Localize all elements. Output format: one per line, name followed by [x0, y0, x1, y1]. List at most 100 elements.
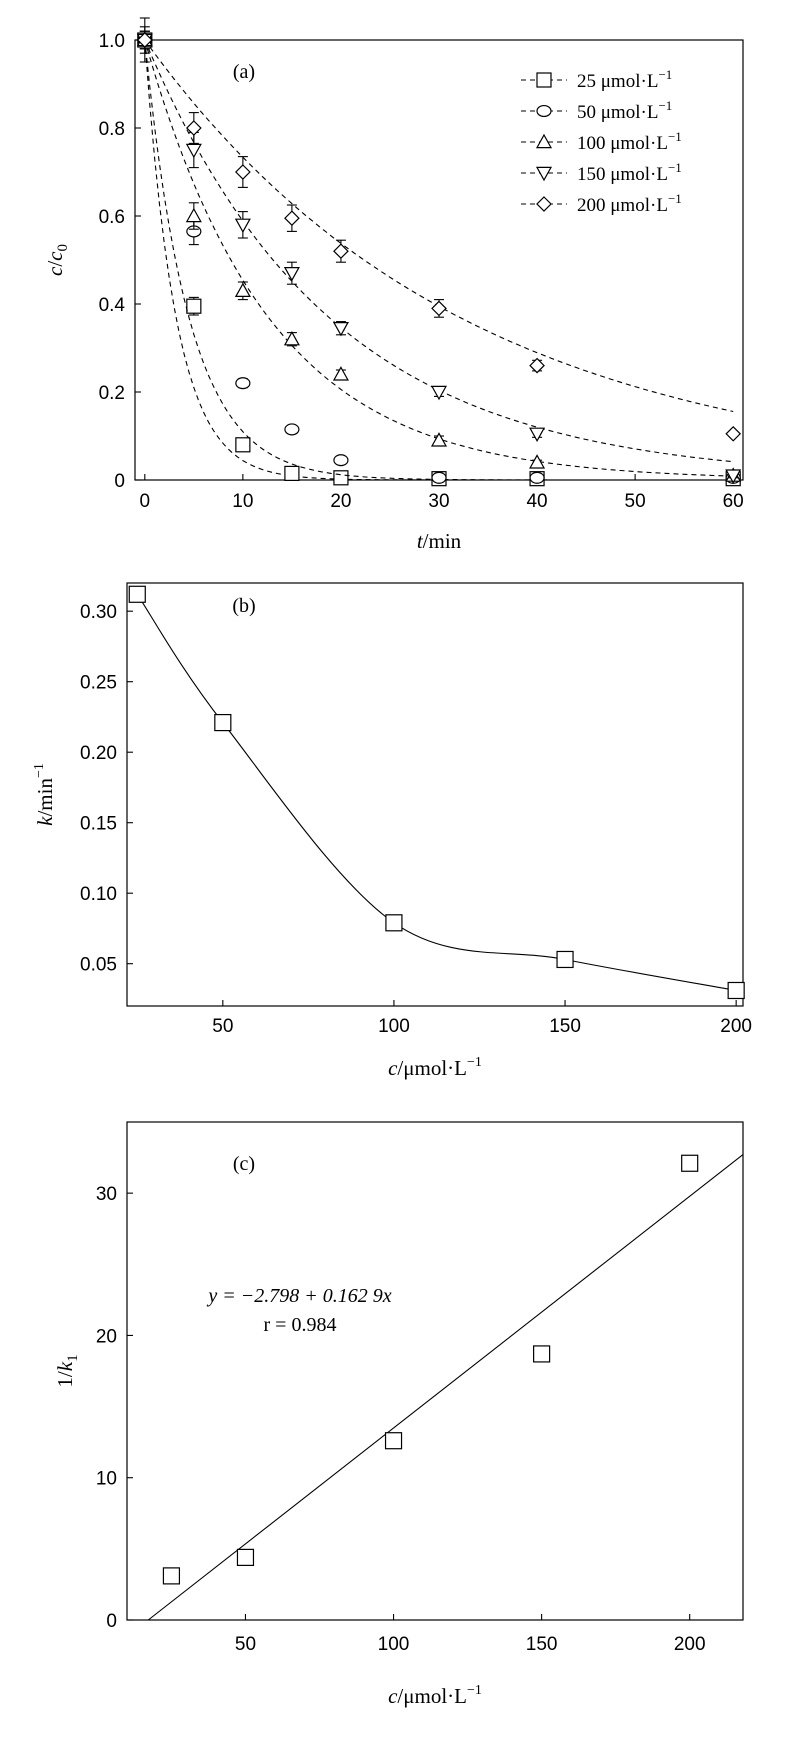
- correlation-coefficient: r = 0.984: [264, 1314, 337, 1336]
- fit-curve: [144, 39, 734, 413]
- x-axis-label: c/μmol·L−1: [388, 1055, 482, 1080]
- x-tick-label: 20: [330, 491, 351, 512]
- data-point: [185, 120, 202, 136]
- data-point: [529, 357, 545, 374]
- data-point: [283, 267, 300, 282]
- x-axis-label: t/min: [417, 529, 462, 553]
- x-tick-label: 150: [549, 1016, 581, 1037]
- series-4: [136, 30, 742, 484]
- x-axis-label: c/μmol·L−1: [388, 1683, 482, 1708]
- x-tick-label: 60: [723, 491, 744, 512]
- y-tick-label: 0.25: [80, 673, 117, 694]
- data-point: [284, 465, 300, 481]
- data-point: [284, 423, 300, 436]
- panel-b: 50 100 150 200 0.05 0.10 0.15 0.20 0.25 0.30 c/μmo…: [32, 582, 752, 1080]
- x-tick-label: 150: [526, 1634, 558, 1655]
- data-point: [725, 425, 742, 442]
- data-point: [162, 1567, 181, 1585]
- data-point: [333, 243, 349, 260]
- data-point: [384, 1432, 403, 1450]
- data-point: [725, 469, 742, 484]
- legend: 25 μmol·L−1 50 μmol·L−1 100 μmol·L−1 150 μm…: [521, 67, 682, 216]
- x-tick-label: 40: [526, 491, 547, 512]
- data-point: [333, 470, 349, 486]
- data-point: [430, 385, 448, 401]
- legend-label: 200 μmol·L−1: [577, 191, 682, 216]
- legend-marker: [536, 196, 552, 212]
- legend-label: 25 μmol·L−1: [577, 67, 672, 92]
- y-axis-label: c/c0: [43, 244, 71, 276]
- panel-b-frame: [126, 582, 744, 1007]
- data-point: [186, 298, 202, 314]
- data-point: [283, 330, 300, 346]
- data-point: [333, 454, 349, 467]
- data-point: [533, 1345, 551, 1363]
- series-3: [136, 30, 742, 482]
- legend-marker: [536, 104, 552, 118]
- x-tick-label: 0: [140, 491, 151, 512]
- data-point: [128, 585, 146, 603]
- fit-line: [147, 1154, 744, 1621]
- legend-marker: [536, 72, 552, 88]
- legend-marker: [535, 133, 553, 149]
- x-tick-label: 50: [212, 1016, 233, 1037]
- data-point: [332, 322, 349, 337]
- data-point: [727, 981, 745, 1000]
- y-tick-label: 0.10: [80, 884, 117, 905]
- data-point: [234, 218, 251, 234]
- panel-c: 50 100 150 200 0 10 20 30 c/μmol·L−1 1/k1 (c) y = −…: [53, 1121, 744, 1708]
- legend-label: 100 μmol·L−1: [577, 129, 682, 154]
- panel-a: 0 10 20 30 40 50 60 0 0.2 0.4 0.6 0.8 1.0 t/min c/c0 (a…: [43, 17, 744, 553]
- panel-label: (b): [232, 595, 255, 617]
- y-tick-label: 1.0: [99, 31, 125, 52]
- data-point: [136, 32, 153, 48]
- x-tick-label: 50: [235, 1634, 256, 1655]
- x-tick-label: 100: [378, 1016, 410, 1037]
- data-point: [430, 432, 448, 447]
- x-tick-label: 30: [428, 491, 449, 512]
- y-axis-label: k/min−1: [32, 763, 57, 826]
- data-point: [681, 1154, 699, 1172]
- legend-label: 150 μmol·L−1: [577, 160, 682, 185]
- data-point: [214, 713, 232, 732]
- data-point: [529, 454, 546, 469]
- x-tick-label: 100: [378, 1634, 410, 1655]
- x-tick-label: 200: [720, 1016, 752, 1037]
- data-point: [235, 437, 251, 453]
- data-point: [185, 143, 202, 159]
- y-tick-label: 20: [96, 1326, 117, 1347]
- series-2: [137, 26, 741, 484]
- data-point: [529, 471, 545, 484]
- y-tick-label: 0.6: [99, 207, 125, 228]
- y-tick-label: 0: [114, 471, 125, 492]
- series-5: [136, 30, 742, 442]
- data-point: [234, 282, 251, 297]
- data-point: [431, 471, 447, 484]
- y-tick-label: 0: [106, 1611, 117, 1632]
- y-axis-label: 1/k1: [53, 1354, 81, 1387]
- data-point: [284, 210, 300, 227]
- legend-label: 50 μmol·L−1: [577, 98, 672, 123]
- y-tick-label: 30: [96, 1184, 117, 1205]
- y-tick-label: 0.8: [99, 119, 125, 140]
- trend-curve: [136, 593, 737, 992]
- x-tick-label: 200: [674, 1634, 706, 1655]
- panel-label: (c): [233, 1153, 255, 1175]
- data-point: [236, 1548, 255, 1566]
- y-tick-label: 0.05: [80, 955, 117, 976]
- y-tick-label: 10: [96, 1469, 117, 1490]
- y-tick-label: 0.15: [80, 814, 117, 835]
- y-tick-label: 0.4: [99, 295, 126, 316]
- panel-label: (a): [233, 61, 255, 83]
- y-tick-label: 0.2: [99, 383, 125, 404]
- legend-marker: [535, 166, 553, 182]
- x-tick-label: 50: [625, 491, 646, 512]
- panel-c-frame: [126, 1121, 744, 1621]
- data-point: [235, 377, 251, 390]
- data-point: [385, 914, 403, 932]
- data-point: [556, 950, 574, 969]
- data-point: [332, 366, 349, 381]
- fit-equation: y = −2.798 + 0.162 9x: [206, 1285, 391, 1307]
- data-point: [185, 207, 202, 223]
